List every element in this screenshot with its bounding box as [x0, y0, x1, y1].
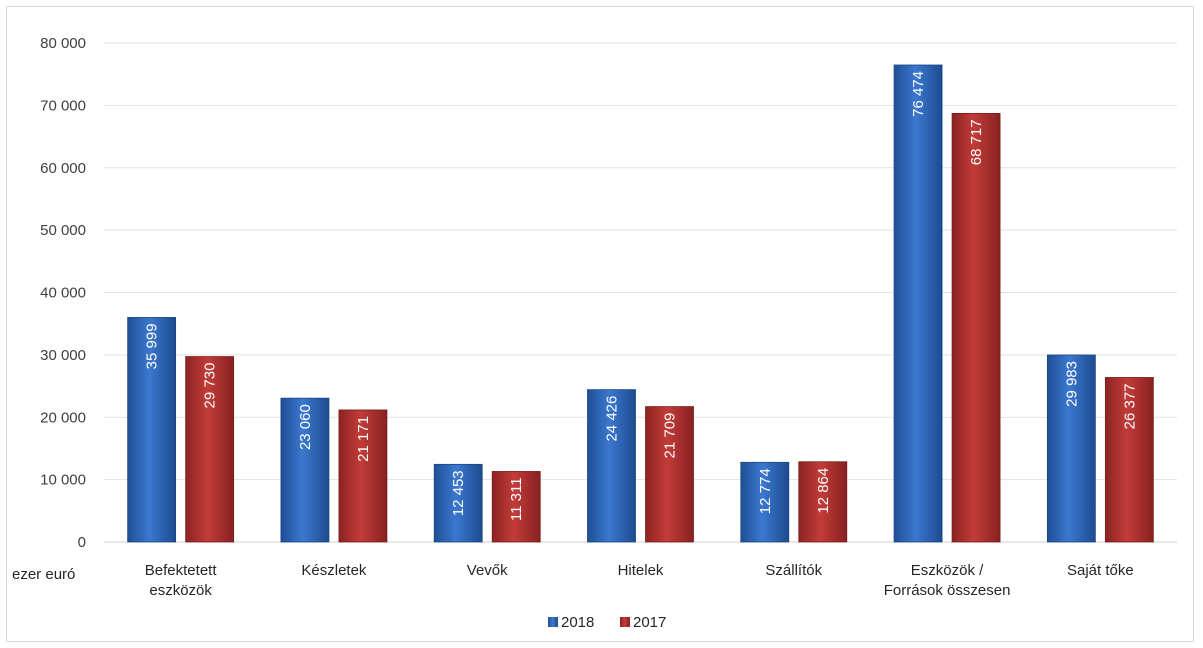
data-label: 68 717: [968, 119, 985, 165]
y-tick-label: 0: [78, 534, 86, 551]
data-label: 11 311: [508, 477, 525, 521]
y-tick-label: 50 000: [40, 222, 86, 239]
data-label: 12 453: [450, 470, 467, 516]
unit-label: ezer euró: [12, 566, 75, 583]
bars: [127, 64, 1154, 543]
legend-label-2017: 2017: [633, 614, 666, 631]
bar-2017-7: [1104, 377, 1154, 543]
data-label: 35 999: [144, 323, 161, 369]
category-label: Befektetett eszközök: [145, 562, 218, 599]
data-label: 29 730: [202, 363, 219, 409]
category-label: Vevők: [467, 562, 508, 579]
bar-2018-3: [433, 463, 483, 543]
gridlines: [104, 42, 1177, 543]
bar-2018-2: [280, 397, 330, 543]
bar-2018-6: [893, 64, 943, 543]
data-label: 76 474: [910, 71, 927, 117]
bar-2017-6: [951, 112, 1001, 543]
category-label: Saját tőke: [1067, 562, 1134, 579]
data-label: 21 709: [662, 413, 679, 459]
y-tick-label: 10 000: [40, 472, 86, 489]
data-label: 23 060: [297, 404, 314, 450]
bar-2018-7: [1046, 354, 1096, 543]
data-labels: 35 999 23 060 12 453 24 426 12 774 76 474 29 9…: [144, 71, 1139, 521]
data-label: 29 983: [1063, 361, 1080, 407]
legend: 2018 2017: [548, 614, 666, 631]
bar-2017-2: [338, 409, 388, 543]
bar-2018-5: [740, 461, 790, 543]
y-tick-label: 30 000: [40, 347, 86, 364]
y-tick-label: 60 000: [40, 160, 86, 177]
y-axis-tick-labels: 0 10 000 20 000 30 000 40 000 50 000 60 000 70 …: [40, 35, 86, 551]
category-label: Készletek: [301, 562, 367, 579]
bar-2017-4: [645, 406, 694, 543]
y-tick-label: 20 000: [40, 409, 86, 426]
data-label: 26 377: [1121, 383, 1138, 429]
category-labels: Befektetett eszközök Készletek Vevők Hitelek…: [145, 562, 1134, 599]
bar-2018-1: [127, 317, 177, 543]
y-tick-label: 70 000: [40, 97, 86, 114]
legend-swatch-2018: [548, 617, 558, 627]
data-label: 12 864: [815, 468, 832, 514]
data-label: 12 774: [757, 468, 774, 514]
bar-2017-3: [491, 471, 541, 543]
category-label: Eszközök / Források összesen: [884, 562, 1011, 599]
legend-swatch-2017: [620, 617, 630, 627]
category-label: Szállítók: [765, 562, 822, 579]
y-tick-label: 40 000: [40, 285, 86, 302]
y-tick-label: 80 000: [40, 35, 86, 52]
bar-2018-4: [587, 389, 636, 543]
bar-2017-5: [798, 461, 848, 543]
data-label: 21 171: [355, 416, 372, 462]
bar-2017-1: [185, 356, 235, 543]
category-label: Hitelek: [618, 562, 664, 579]
legend-label-2018: 2018: [561, 614, 594, 631]
data-label: 24 426: [604, 396, 621, 442]
